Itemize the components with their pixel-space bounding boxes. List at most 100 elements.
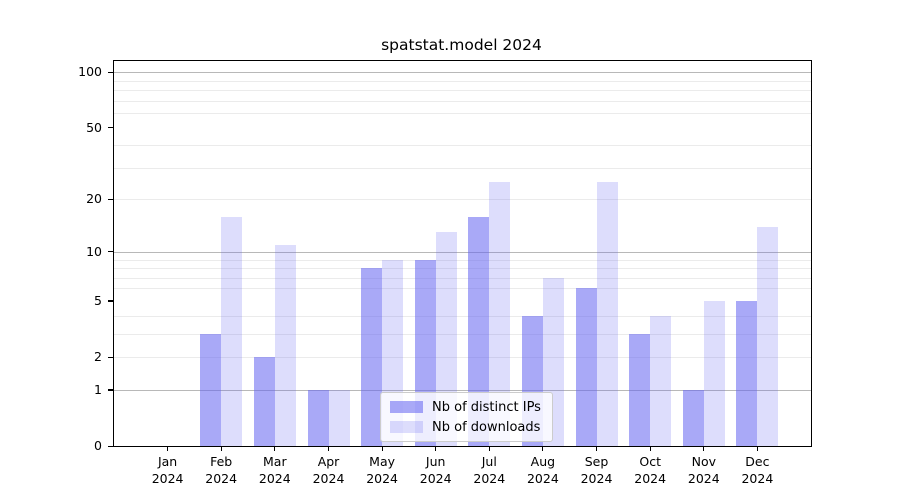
gridline-minor — [114, 145, 811, 147]
y-tick-label: 50 — [86, 119, 102, 135]
legend-row-distinct-ips: Nb of distinct IPs — [390, 398, 541, 416]
x-axis-tick — [703, 446, 705, 451]
x-tick-year: 2024 — [526, 471, 559, 486]
bar-distinct-ips — [575, 288, 597, 446]
x-tick-label: May 2024 — [352, 453, 412, 487]
bar-downloads — [650, 315, 672, 446]
gridline-minor — [114, 100, 811, 102]
gridline-minor — [114, 167, 811, 169]
x-tick-year: 2024 — [205, 471, 238, 486]
x-tick-month: Oct — [639, 454, 661, 469]
legend-swatch-downloads — [390, 421, 423, 433]
bar-distinct-ips — [736, 300, 758, 446]
x-tick-label: Jun 2024 — [406, 453, 466, 487]
gridline-major — [114, 251, 811, 253]
x-axis-tick — [327, 446, 330, 451]
x-axis-tick — [274, 446, 276, 451]
x-tick-year: 2024 — [151, 471, 184, 486]
x-tick-year: 2024 — [419, 471, 452, 486]
y-axis-tick — [108, 445, 113, 447]
y-tick-label: 20 — [86, 191, 102, 207]
x-axis-tick — [649, 446, 651, 451]
bar-downloads — [221, 216, 243, 446]
x-tick-label: Jul 2024 — [459, 453, 519, 487]
y-tick-label: 1 — [94, 381, 102, 397]
gridline-minor — [114, 90, 811, 92]
y-axis-tick — [108, 251, 113, 253]
x-tick-year: 2024 — [580, 471, 613, 486]
x-tick-year: 2024 — [312, 471, 345, 486]
legend-swatch-distinct-ips — [390, 401, 423, 413]
chart-title: spatstat.model 2024 — [381, 36, 542, 54]
x-axis-tick — [756, 446, 758, 451]
bar-downloads — [274, 244, 296, 446]
gridline-major — [114, 72, 811, 74]
bar-distinct-ips — [307, 389, 329, 446]
x-tick-label: Aug 2024 — [513, 453, 573, 487]
gridline-minor — [114, 268, 811, 269]
bar-downloads — [489, 182, 511, 446]
x-axis-tick — [381, 446, 383, 451]
x-tick-label: Feb 2024 — [191, 453, 251, 487]
bar-distinct-ips — [361, 268, 383, 446]
x-axis-tick — [220, 446, 222, 451]
x-tick-month: Jul — [481, 454, 497, 469]
y-tick-label: 10 — [86, 243, 102, 259]
x-tick-label: Mar 2024 — [245, 453, 305, 487]
x-tick-month: Jan — [157, 454, 178, 469]
x-tick-month: Apr — [317, 454, 340, 469]
legend-label-distinct-ips: Nb of distinct IPs — [432, 399, 541, 415]
bar-downloads — [328, 389, 350, 446]
x-tick-month: Feb — [210, 454, 233, 469]
x-tick-month: Sep — [584, 454, 609, 469]
x-tick-year: 2024 — [741, 471, 774, 486]
gridline-minor — [114, 277, 811, 279]
x-tick-year: 2024 — [473, 471, 506, 486]
x-tick-label: Jan 2024 — [138, 453, 198, 487]
y-axis-tick — [108, 389, 113, 391]
gridline-minor — [114, 80, 811, 82]
y-axis-tick — [108, 71, 113, 73]
x-axis-tick — [167, 446, 169, 451]
gridline-minor — [114, 259, 811, 261]
y-axis-tick — [108, 300, 113, 302]
x-tick-month: Nov — [691, 454, 716, 469]
x-axis-tick — [488, 446, 490, 451]
y-axis-tick — [108, 356, 113, 358]
x-tick-month: May — [369, 454, 396, 469]
x-axis-tick — [435, 446, 437, 451]
bar-distinct-ips — [629, 333, 651, 446]
x-tick-year: 2024 — [366, 471, 398, 486]
x-tick-month: Mar — [263, 454, 287, 469]
x-axis-tick — [542, 446, 544, 451]
plot-area: Nb of distinct IPs Nb of downloads 0 1 2 5 1… — [78, 60, 812, 486]
bar-distinct-ips — [200, 333, 222, 446]
bar-downloads — [596, 182, 618, 446]
bar-distinct-ips — [253, 357, 275, 446]
x-tick-label: Dec 2024 — [727, 453, 787, 487]
x-tick-year: 2024 — [258, 471, 291, 486]
x-tick-label: Oct 2024 — [620, 453, 680, 487]
x-tick-label: Apr 2024 — [299, 453, 359, 487]
gridline-minor — [114, 113, 811, 115]
bar-downloads — [757, 226, 779, 446]
y-tick-label: 2 — [94, 349, 102, 364]
x-tick-label: Sep 2024 — [567, 453, 627, 487]
y-tick-label: 0 — [94, 438, 102, 453]
x-axis-tick — [595, 446, 598, 451]
legend-label-downloads: Nb of downloads — [432, 419, 541, 435]
x-tick-year: 2024 — [634, 471, 667, 486]
x-tick-month: Jun — [425, 454, 446, 469]
x-tick-month: Aug — [530, 454, 556, 469]
bar-distinct-ips — [468, 216, 490, 446]
y-tick-label: 5 — [94, 292, 102, 308]
y-axis-tick — [108, 198, 113, 201]
x-tick-month: Dec — [745, 454, 770, 469]
gridline-minor — [114, 199, 811, 201]
y-axis-tick — [108, 127, 113, 129]
x-tick-label: Nov 2024 — [674, 453, 734, 487]
gridline-minor — [114, 288, 811, 290]
y-tick-label: 100 — [78, 64, 102, 80]
bar-distinct-ips — [682, 389, 704, 446]
